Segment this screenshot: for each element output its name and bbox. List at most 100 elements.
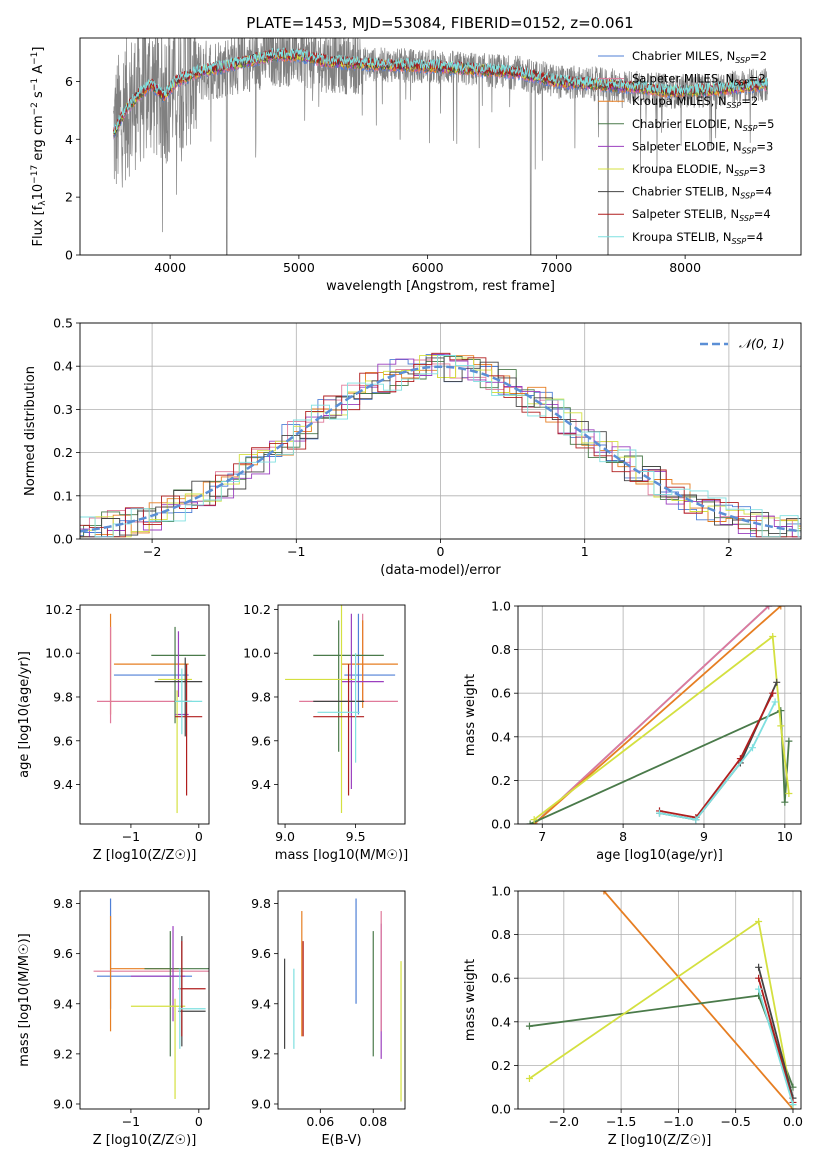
weight-marker — [656, 809, 663, 817]
legend-label: 𝒩(0, 1) — [739, 336, 785, 351]
weight-line — [659, 692, 774, 819]
y-tick-label: 10.0 — [45, 646, 73, 661]
histogram-step — [80, 355, 801, 538]
weight-marker — [525, 1074, 533, 1082]
y-tick-label: 9.0 — [53, 1096, 73, 1111]
massweight-vs-age-panel: 7 8 9 10 0.0 0.2 0.4 0.6 0.8 1.0 age [log10(age/yr… — [463, 599, 802, 863]
x-tick-label: 1 — [581, 544, 589, 559]
massweight-vs-Z-panel: −2.0 −1.5 −1.0 −0.5 0.0 0.0 0.2 0.4 0.6 0.8 1.0 Z [… — [463, 884, 803, 1149]
x-axis-label: (data-model)/error — [380, 563, 501, 578]
y-tick-label: 1.0 — [491, 599, 511, 614]
x-tick-label: 9.5 — [346, 829, 366, 844]
y-tick-label: 0.3 — [53, 402, 73, 417]
weight-marker — [769, 633, 777, 641]
y-tick-label: 9.6 — [53, 946, 73, 961]
x-tick-label: −1 — [287, 544, 305, 559]
y-tick-label: 9.4 — [53, 777, 73, 792]
x-tick-label: 8 — [619, 829, 627, 844]
legend-label: Salpeter MILES, NSSP=2 — [632, 72, 766, 88]
weight-marker — [755, 974, 763, 982]
y-tick-label: 0.2 — [491, 773, 511, 788]
spectrum-panel: 4000 5000 6000 7000 8000 0 2 4 6 wavelength [Angs… — [30, 37, 802, 294]
weight-marker — [785, 789, 793, 797]
y-axis-label: Flux [fλ10−17 erg cm−2 s−1 A−1] — [30, 47, 48, 247]
histogram-step — [80, 357, 801, 538]
x-tick-label: −0.5 — [721, 1114, 751, 1129]
legend-label: Kroupa MILES, NSSP=2 — [632, 94, 758, 110]
weight-marker — [525, 1022, 533, 1030]
y-tick-label: 2 — [65, 190, 73, 205]
errorbar-plot-area — [284, 898, 402, 1102]
y-tick-label: 9.8 — [251, 689, 271, 704]
y-tick-label: 0.0 — [53, 532, 73, 547]
histogram-plot-area — [80, 352, 801, 538]
weight-line — [757, 977, 794, 1103]
y-tick-label: 1.0 — [491, 884, 511, 899]
y-tick-label: 0.0 — [491, 1102, 511, 1117]
y-tick-label: 9.0 — [251, 1096, 271, 1111]
model-spectrum-line — [113, 47, 768, 134]
x-tick-label: −1.5 — [606, 1114, 636, 1129]
y-tick-label: 9.6 — [251, 733, 271, 748]
x-tick-label: 0 — [195, 1114, 203, 1129]
y-tick-label: 10.2 — [45, 602, 73, 617]
y-tick-label: 0.5 — [53, 316, 73, 331]
weight-marker — [773, 678, 781, 686]
errorbar-plot-area — [93, 898, 209, 1099]
histogram-step — [80, 354, 801, 538]
weight-plot-area — [525, 891, 797, 1109]
y-tick-label: 10.2 — [243, 602, 271, 617]
errorbar-plot-area — [96, 613, 206, 814]
x-tick-label: −1 — [122, 829, 140, 844]
x-axis-label: Z [log10(Z/Z☉)] — [608, 1133, 712, 1148]
x-tick-label: 7000 — [540, 260, 572, 275]
y-tick-label: 0 — [65, 248, 73, 263]
y-tick-label: 9.8 — [251, 896, 271, 911]
y-tick-label: 9.6 — [251, 946, 271, 961]
y-tick-label: 0.8 — [491, 927, 511, 942]
axes-frame — [79, 37, 802, 256]
weight-marker — [755, 918, 763, 926]
mass-vs-EBV-panel: 0.06 0.08 9.0 9.2 9.4 9.6 9.8 E(B-V) — [251, 890, 406, 1148]
x-tick-label: 2 — [725, 544, 733, 559]
x-tick-label: −1 — [122, 1114, 140, 1129]
y-tick-label: 4 — [65, 132, 73, 147]
x-tick-label: 7 — [538, 829, 546, 844]
axes-frame — [79, 890, 210, 1110]
y-axis-label: age [log10(age/yr)] — [17, 651, 32, 778]
y-tick-label: 10.0 — [243, 646, 271, 661]
weight-marker — [530, 816, 538, 824]
weight-line — [533, 634, 790, 821]
axes-frame — [517, 605, 802, 825]
weight-marker — [789, 1101, 797, 1109]
figure-title: PLATE=1453, MJD=53084, FIBERID=0152, z=0… — [246, 14, 633, 32]
legend-label: Chabrier STELIB, NSSP=4 — [632, 185, 772, 201]
axes-frame — [79, 604, 210, 825]
weight-marker — [777, 707, 785, 715]
x-tick-label: 0 — [195, 829, 203, 844]
legend-label: Kroupa ELODIE, NSSP=3 — [632, 162, 766, 178]
weight-line — [757, 967, 794, 1099]
x-tick-label: 0.08 — [359, 1114, 387, 1129]
spectrum-plot-area — [113, 38, 768, 255]
y-axis-label: mass weight — [463, 674, 478, 756]
x-axis-label: mass [log10(M/M☉)] — [275, 848, 408, 863]
weight-marker — [748, 744, 756, 752]
weight-line — [529, 709, 790, 824]
legend-label: Chabrier MILES, NSSP=2 — [632, 49, 767, 65]
weight-marker — [765, 606, 773, 610]
x-tick-label: 10 — [777, 829, 793, 844]
x-tick-label: 9.0 — [275, 829, 295, 844]
legend-label: Kroupa STELIB, NSSP=4 — [632, 230, 763, 246]
legend-label: Salpeter STELIB, NSSP=4 — [632, 207, 771, 223]
y-tick-label: 6 — [65, 74, 73, 89]
residual-panel: −2 −1 0 1 2 0.0 0.1 0.2 0.3 0.4 0.5 (data-model)/er… — [23, 316, 802, 578]
x-axis-label: Z [log10(Z/Z☉)] — [93, 1133, 197, 1148]
age-vs-Z-panel: −1 0 9.4 9.6 9.8 10.0 10.2 Z [log10(Z/Z☉)] age [… — [17, 602, 210, 863]
weight-marker — [781, 798, 789, 806]
y-tick-label: 0.4 — [491, 1014, 511, 1029]
gaussian-curve — [80, 365, 801, 533]
y-tick-label: 0.8 — [491, 642, 511, 657]
y-axis-label: Normed distribution — [23, 366, 38, 496]
axes-frame — [517, 890, 802, 1110]
